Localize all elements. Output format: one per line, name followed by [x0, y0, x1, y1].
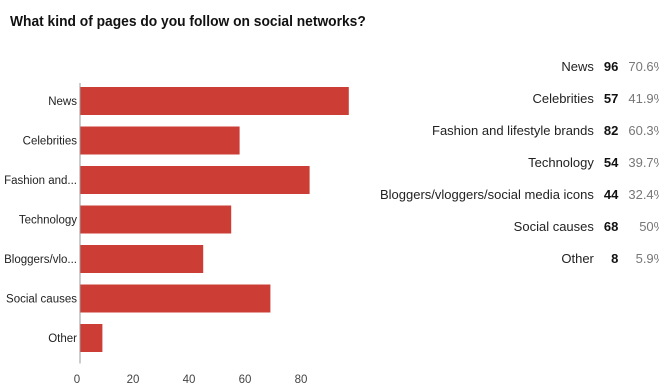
- summary-label: Social causes: [513, 218, 594, 234]
- bar: [80, 245, 204, 273]
- summary-percent: 5.9%: [635, 250, 659, 266]
- x-tick-label: 0: [74, 374, 80, 385]
- summary-label: Technology: [528, 154, 594, 170]
- bar: [80, 324, 103, 352]
- summary-row: Celebrities 57 41.9%: [380, 82, 659, 114]
- x-tick-label: 80: [295, 374, 308, 385]
- summary-percent: 41.9%: [628, 90, 659, 106]
- bar: [80, 126, 240, 155]
- summary-label: Celebrities: [532, 90, 594, 106]
- summary-row: News 96 70.6%: [380, 50, 659, 82]
- summary-label: News: [561, 58, 594, 74]
- x-tick-label: 20: [127, 374, 140, 385]
- summary-row: Fashion and lifestyle brands 82 60.3%: [380, 114, 659, 146]
- summary-percent: 39.7%: [628, 154, 659, 170]
- category-label: Technology: [19, 215, 77, 227]
- bar: [80, 284, 271, 313]
- summary-row: Social causes 68 50%: [380, 210, 659, 242]
- summary-count: 8: [611, 250, 619, 266]
- summary-count: 96: [603, 58, 619, 74]
- summary-count: 82: [603, 122, 619, 138]
- summary-count: 44: [603, 186, 619, 202]
- summary-label: Bloggers/vloggers/social media icons: [380, 186, 594, 202]
- category-label: Bloggers/vlo...: [4, 254, 77, 266]
- category-label: Other: [48, 333, 77, 345]
- summary-label: Other: [561, 250, 594, 266]
- summary-count: 68: [603, 218, 619, 234]
- x-axis-ticks: 0 20 40 60 80: [74, 374, 308, 385]
- chart-title: What kind of pages do you follow on soci…: [10, 13, 366, 30]
- category-label: Social causes: [6, 294, 77, 306]
- summary-percent: 32.4%: [628, 186, 659, 202]
- summary-label: Fashion and lifestyle brands: [432, 122, 594, 138]
- x-tick-label: 60: [239, 374, 252, 385]
- summary-percent: 60.3%: [628, 122, 659, 138]
- x-tick-label: 40: [183, 374, 196, 385]
- bar: [80, 87, 349, 115]
- summary-percent: 70.6%: [628, 58, 659, 74]
- summary-percent: 50%: [639, 218, 659, 234]
- summary-row: Other 8 5.9%: [380, 242, 659, 274]
- category-label: News: [48, 96, 77, 108]
- category-label: Fashion and...: [4, 175, 77, 187]
- bar: [80, 205, 232, 234]
- summary-count: 54: [603, 154, 619, 170]
- summary-count: 57: [603, 90, 619, 106]
- bar-chart: News Celebrities Fashion and... Technology B…: [4, 83, 349, 385]
- summary-table: News 96 70.6% Celebrities 57 41.9% Fashi…: [380, 50, 659, 274]
- bars-layer: [80, 87, 349, 352]
- bar: [80, 166, 310, 194]
- category-labels: News Celebrities Fashion and... Technology B…: [4, 96, 77, 345]
- summary-row: Bloggers/vloggers/social media icons 44 …: [380, 178, 659, 210]
- category-label: Celebrities: [23, 136, 78, 148]
- summary-row: Technology 54 39.7%: [380, 146, 659, 178]
